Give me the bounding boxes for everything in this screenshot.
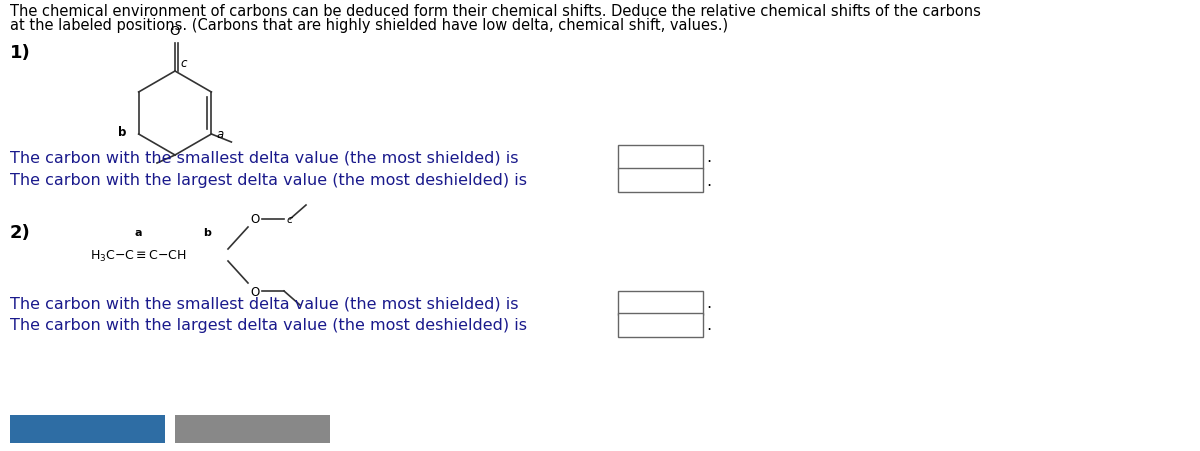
Text: b: b [203,227,211,238]
Text: .: . [706,150,712,165]
Text: .: . [706,296,712,311]
FancyBboxPatch shape [10,415,166,443]
Text: b: b [119,126,127,139]
Text: .: . [706,173,712,188]
Text: .: . [706,318,712,333]
Text: O: O [250,285,259,299]
FancyBboxPatch shape [618,313,703,337]
Text: The carbon with the largest delta value (the most deshielded) is: The carbon with the largest delta value … [10,318,527,333]
Text: The carbon with the largest delta value (the most deshielded) is: The carbon with the largest delta value … [10,173,527,188]
Text: a: a [216,128,223,141]
FancyBboxPatch shape [618,169,703,193]
Text: c: c [180,57,186,70]
Text: 1): 1) [10,44,31,62]
Text: H$_3$C$-$C$\equiv$C$-$CH: H$_3$C$-$C$\equiv$C$-$CH [90,248,187,263]
FancyBboxPatch shape [618,146,703,170]
Text: at the labeled positions. (Carbons that are highly shielded have low delta, chem: at the labeled positions. (Carbons that … [10,18,728,33]
Text: The chemical environment of carbons can be deduced form their chemical shifts. D: The chemical environment of carbons can … [10,4,980,19]
FancyBboxPatch shape [618,291,703,315]
Text: c: c [286,215,292,225]
Text: O: O [169,25,180,38]
Text: The carbon with the smallest delta value (the most shielded) is: The carbon with the smallest delta value… [10,296,518,311]
Text: a: a [134,227,142,238]
Text: 2): 2) [10,224,31,241]
Text: The carbon with the smallest delta value (the most shielded) is: The carbon with the smallest delta value… [10,150,518,165]
Text: O: O [250,212,259,226]
FancyBboxPatch shape [175,415,330,443]
